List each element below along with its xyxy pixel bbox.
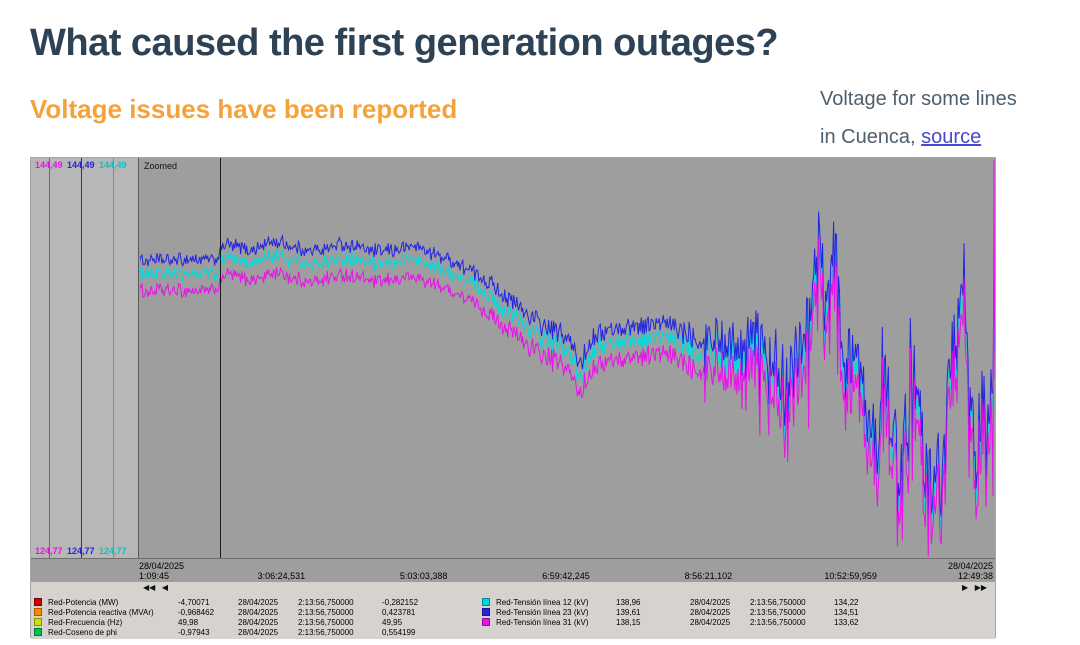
legend-row: Red-Tensión línea 31 (kV) 138,15 28/04/202… [482, 617, 884, 627]
legend-time: 2:13:56,750000 [298, 597, 354, 607]
legend-swatch [482, 618, 490, 626]
x-tick: 28/04/2025 1:09:45 [139, 561, 185, 581]
series-3-line [139, 159, 995, 557]
x-tick: 6:59:42,245 [542, 571, 590, 581]
legend-time: 2:13:56,750000 [298, 627, 354, 637]
legend-value2: 134,22 [834, 597, 859, 607]
series-1-line [139, 224, 995, 536]
legend-value2: 49,95 [382, 617, 403, 627]
plot-area[interactable]: Zoomed [139, 158, 995, 558]
legend-swatch [482, 608, 490, 616]
legend-value2: -0,282152 [382, 597, 419, 607]
legend-date: 28/04/2025 [690, 607, 731, 617]
legend-name: Red-Tensión línea 12 (kV) [496, 597, 589, 607]
caption-line2-prefix: in Cuenca, [820, 126, 922, 148]
x-tick: 5:03:03,388 [399, 571, 448, 581]
y-axis-label: 144,49 [35, 160, 63, 170]
legend-swatch [34, 598, 42, 606]
chart-caption: Voltage for some lines in Cuenca, source [820, 80, 1076, 156]
legend-value: -4,70071 [178, 597, 210, 607]
subtitle: Voltage issues have been reported [30, 94, 458, 124]
voltage-series-chart [139, 159, 995, 557]
chart-area: 144,49 124,77 144,49 124,77 144,49 124,77 Zoo… [31, 158, 995, 558]
legend-date: 28/04/2025 [690, 617, 731, 627]
x-axis: 28/04/2025 1:09:45 3:06:24,531 5:03:03,388 6… [31, 558, 995, 582]
legend-swatch [34, 608, 42, 616]
scroll-left-group: ◀◀ ◀ [141, 582, 170, 594]
legend-swatch [34, 628, 42, 636]
series-2-line [139, 211, 995, 524]
legend-time: 2:13:56,750000 [750, 607, 806, 617]
legend-row: Red-Coseno de phi -0,97943 28/04/2025 2:13:… [34, 627, 440, 637]
scroll-to-start-button[interactable]: ◀◀ [143, 583, 156, 592]
legend-row: Red-Frecuencia (Hz) 49,98 28/04/2025 2:13:5… [34, 617, 440, 627]
legend-value2: 134,51 [834, 607, 859, 617]
scroll-right-button[interactable]: ▶ [962, 583, 969, 592]
legend-row: Red-Tensión línea 12 (kV) 138,96 28/04/202… [482, 597, 884, 607]
y-axis-line [113, 158, 114, 558]
x-tick: 3:06:24,531 [257, 571, 306, 581]
caption-line1: Voltage for some lines [820, 88, 1017, 110]
legend-row: Red-Potencia reactiva (MVAr) -0,968462 28/… [34, 607, 440, 617]
scrollbar-row: ◀◀ ◀ ▶ ▶▶ [31, 582, 995, 595]
legend-swatch [34, 618, 42, 626]
x-axis-ticks: 28/04/2025 1:09:45 3:06:24,531 5:03:03,388 6… [139, 559, 993, 582]
x-tick: 28/04/2025 12:49:38 [947, 561, 993, 581]
legend-value: 139,61 [616, 607, 641, 617]
legend-name: Red-Potencia (MW) [48, 597, 119, 607]
scroll-to-end-button[interactable]: ▶▶ [974, 583, 987, 592]
y-axis: 144,49 124,77 144,49 124,77 144,49 124,77 [31, 158, 139, 558]
legend-time: 2:13:56,750000 [750, 617, 806, 627]
y-axis-label: 144,49 [99, 160, 127, 170]
legend-name: Red-Tensión línea 31 (kV) [496, 617, 589, 627]
source-link[interactable]: source [921, 126, 982, 148]
y-axis-label: 124,77 [99, 546, 127, 556]
y-axis-line [81, 158, 82, 558]
legend-value: -0,97943 [178, 627, 210, 637]
legend-swatch [482, 598, 490, 606]
legend-value: -0,968462 [178, 607, 215, 617]
y-axis-label: 144,49 [67, 160, 95, 170]
scroll-right-group: ▶ ▶▶ [960, 582, 989, 594]
legend-name: Red-Potencia reactiva (MVAr) [48, 607, 154, 617]
legend-value2: 0,554199 [382, 627, 416, 637]
legend-time: 2:13:56,750000 [750, 597, 806, 607]
legend-name: Red-Tensión línea 23 (kV) [496, 607, 589, 617]
zoom-mode-label: Zoomed [144, 161, 178, 171]
legend-date: 28/04/2025 [238, 617, 279, 627]
legend-date: 28/04/2025 [690, 597, 731, 607]
scada-app-screenshot: 144,49 124,77 144,49 124,77 144,49 124,77 Zoo… [30, 157, 996, 639]
y-axis-label: 124,77 [67, 546, 95, 556]
legend-value: 138,96 [616, 597, 641, 607]
legend-name: Red-Frecuencia (Hz) [48, 617, 123, 627]
y-axis-line [49, 158, 50, 558]
page-title: What caused the first generation outages… [30, 22, 779, 64]
legend-value2: 133,62 [834, 617, 859, 627]
legend-value2: 0,423781 [382, 607, 416, 617]
plot-left-axis-line [139, 158, 140, 558]
x-tick: 10:52:59,959 [824, 571, 877, 581]
legend-row: Red-Tensión línea 23 (kV) 139,61 28/04/202… [482, 607, 884, 617]
legend-left-column: Red-Potencia (MW) -4,70071 28/04/2025 2:13:… [34, 597, 440, 639]
legend: Red-Potencia (MW) -4,70071 28/04/2025 2:13:… [31, 595, 995, 639]
time-cursor-line[interactable] [220, 158, 221, 558]
legend-right-column: Red-Tensión línea 12 (kV) 138,96 28/04/202… [482, 597, 884, 639]
legend-row: Red-Potencia (MW) -4,70071 28/04/2025 2:13:… [34, 597, 440, 607]
legend-date: 28/04/2025 [238, 607, 279, 617]
y-axis-label: 124,77 [35, 546, 63, 556]
legend-date: 28/04/2025 [238, 627, 279, 637]
legend-date: 28/04/2025 [238, 597, 279, 607]
legend-time: 2:13:56,750000 [298, 607, 354, 617]
scroll-left-button[interactable]: ◀ [161, 583, 168, 592]
legend-name: Red-Coseno de phi [48, 627, 117, 637]
legend-value: 138,15 [616, 617, 641, 627]
x-tick: 8:56:21,102 [684, 571, 733, 581]
legend-value: 49,98 [178, 617, 199, 627]
legend-time: 2:13:56,750000 [298, 617, 354, 627]
